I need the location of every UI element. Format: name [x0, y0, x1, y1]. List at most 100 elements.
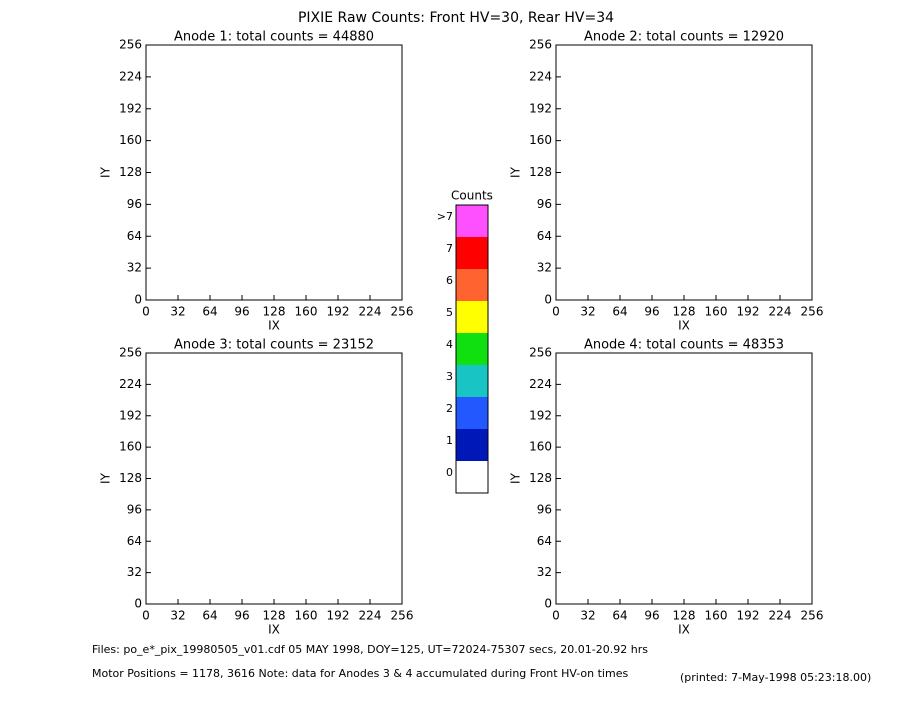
y-tick-label: 32: [127, 565, 142, 579]
colorbar-box: [456, 301, 488, 333]
y-tick-label: 0: [134, 293, 142, 307]
y-tick-label: 64: [127, 534, 142, 548]
colorbar-box: [456, 237, 488, 269]
colorbar-box: [456, 333, 488, 365]
x-tick-label: 192: [737, 305, 760, 319]
panel-title: Anode 4: total counts = 48353: [584, 338, 784, 353]
colorbar-label: 1: [446, 434, 453, 447]
y-axis-label: IY: [99, 472, 113, 484]
colorbar-box: [456, 269, 488, 301]
x-axis-label: IX: [678, 319, 690, 333]
colorbar-box: [456, 461, 488, 493]
y-tick-label: 32: [537, 261, 552, 275]
colorbar-label: 2: [446, 402, 453, 415]
x-tick-label: 0: [552, 305, 560, 319]
y-tick-label: 32: [537, 565, 552, 579]
x-tick-label: 256: [391, 305, 414, 319]
x-axis-label: IX: [678, 623, 690, 637]
x-tick-label: 96: [234, 305, 249, 319]
x-tick-label: 96: [644, 609, 659, 623]
x-tick-label: 256: [801, 609, 824, 623]
y-tick-label: 0: [134, 597, 142, 611]
y-tick-label: 0: [544, 597, 552, 611]
y-tick-label: 224: [119, 69, 142, 83]
colorbar-box: [456, 365, 488, 397]
y-tick-label: 96: [127, 502, 142, 516]
y-tick-label: 256: [529, 38, 552, 52]
y-tick-label: 128: [529, 471, 552, 485]
x-tick-label: 32: [580, 609, 595, 623]
x-tick-label: 0: [552, 609, 560, 623]
x-tick-label: 224: [359, 609, 382, 623]
footer-motor: Motor Positions = 1178, 3616 Note: data …: [92, 667, 628, 680]
x-axis-label: IX: [268, 623, 280, 637]
y-tick-label: 64: [537, 229, 552, 243]
x-tick-label: 64: [612, 609, 627, 623]
x-tick-label: 192: [737, 609, 760, 623]
x-tick-label: 160: [295, 305, 318, 319]
colorbar-label: 0: [446, 466, 453, 479]
footer-printed: (printed: 7-May-1998 05:23:18.00): [680, 671, 871, 684]
x-tick-label: 256: [391, 609, 414, 623]
colorbar-label: 6: [446, 274, 453, 287]
y-tick-label: 128: [529, 165, 552, 179]
x-tick-label: 224: [769, 609, 792, 623]
y-tick-label: 128: [119, 165, 142, 179]
x-tick-label: 224: [769, 305, 792, 319]
x-tick-label: 64: [202, 305, 217, 319]
y-axis-label: IY: [509, 472, 523, 484]
colorbar-label: 4: [446, 338, 453, 351]
y-tick-label: 64: [127, 229, 142, 243]
y-tick-label: 256: [529, 346, 552, 360]
x-tick-label: 0: [142, 609, 150, 623]
y-tick-label: 0: [544, 293, 552, 307]
x-tick-label: 192: [327, 305, 350, 319]
colorbar-box: [456, 429, 488, 461]
y-tick-label: 160: [119, 440, 142, 454]
y-tick-label: 96: [537, 197, 552, 211]
x-tick-label: 128: [263, 305, 286, 319]
y-axis-label: IY: [509, 166, 523, 178]
x-tick-label: 128: [263, 609, 286, 623]
x-tick-label: 160: [705, 609, 728, 623]
panel-title: Anode 2: total counts = 12920: [584, 30, 784, 45]
colorbar-label: >7: [437, 210, 453, 223]
y-tick-label: 256: [119, 346, 142, 360]
y-tick-label: 160: [529, 133, 552, 147]
y-tick-label: 64: [537, 534, 552, 548]
y-tick-label: 192: [119, 408, 142, 422]
x-tick-label: 32: [170, 609, 185, 623]
figure-title: PIXIE Raw Counts: Front HV=30, Rear HV=3…: [298, 10, 614, 26]
colorbar-frame: [455, 204, 489, 494]
x-tick-label: 128: [673, 609, 696, 623]
x-tick-label: 160: [295, 609, 318, 623]
y-tick-label: 160: [529, 440, 552, 454]
x-tick-label: 64: [612, 305, 627, 319]
colorbar-label: 3: [446, 370, 453, 383]
x-tick-label: 32: [580, 305, 595, 319]
colorbar-label: 7: [446, 242, 453, 255]
y-tick-label: 224: [529, 377, 552, 391]
y-tick-label: 32: [127, 261, 142, 275]
x-axis-label: IX: [268, 319, 280, 333]
y-tick-label: 160: [119, 133, 142, 147]
x-tick-label: 32: [170, 305, 185, 319]
x-tick-label: 192: [327, 609, 350, 623]
y-tick-label: 96: [537, 502, 552, 516]
y-tick-label: 192: [119, 101, 142, 115]
x-tick-label: 160: [705, 305, 728, 319]
footer-files: Files: po_e*_pix_19980505_v01.cdf 05 MAY…: [92, 643, 648, 656]
y-tick-label: 128: [119, 471, 142, 485]
colorbar-box: [456, 397, 488, 429]
y-tick-label: 192: [529, 408, 552, 422]
x-tick-label: 256: [801, 305, 824, 319]
y-tick-label: 256: [119, 38, 142, 52]
panel-title: Anode 1: total counts = 44880: [174, 30, 374, 45]
panel-title: Anode 3: total counts = 23152: [174, 338, 374, 353]
y-tick-label: 192: [529, 101, 552, 115]
x-tick-label: 0: [142, 305, 150, 319]
x-tick-label: 96: [644, 305, 659, 319]
colorbar-box: [456, 205, 488, 237]
y-tick-label: 96: [127, 197, 142, 211]
